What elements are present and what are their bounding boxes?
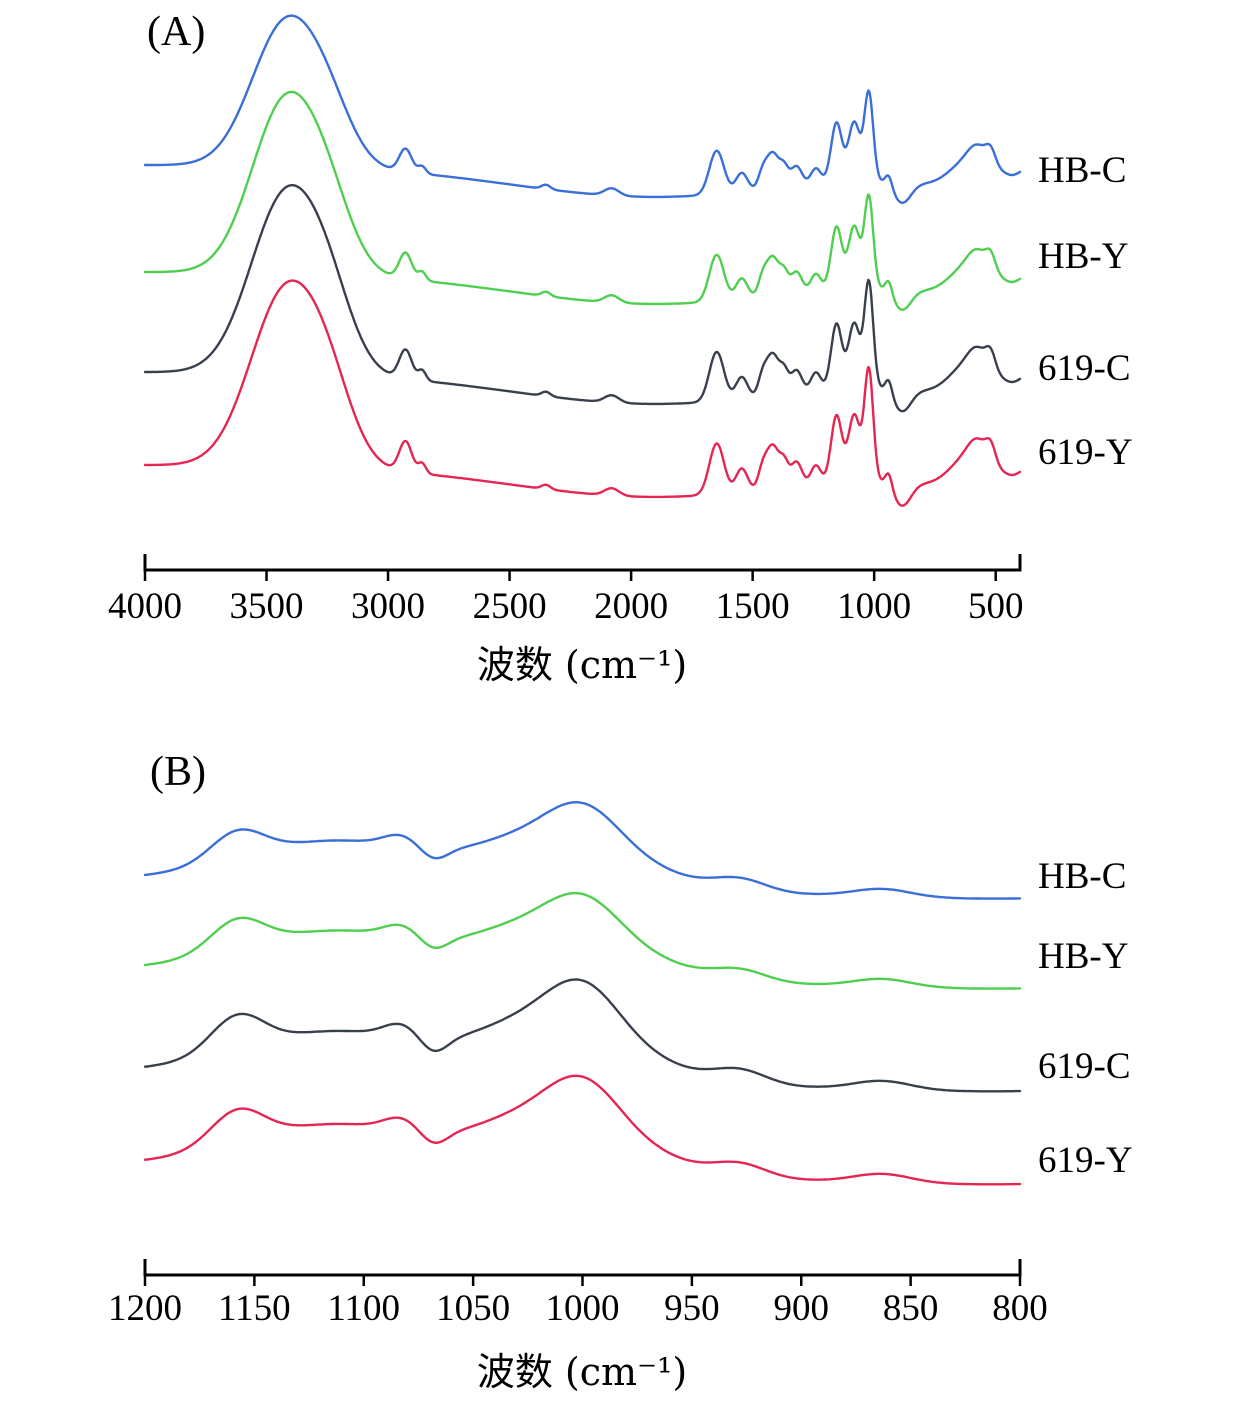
x-tick-label: 1150 <box>218 1288 291 1329</box>
x-tick-label: 3500 <box>230 586 304 627</box>
series-label-HB-Y: HB-Y <box>1038 236 1128 277</box>
panel-B-plot: 1200 1150 1100 1050 1000 950 900 850 800 HB-C HB-Y… <box>108 801 1133 1329</box>
x-tick-label: 900 <box>774 1288 830 1329</box>
static-labels: (A) 波数 (cm⁻¹) (B) 波数 (cm⁻¹) <box>147 9 687 1394</box>
x-tick-label: 2500 <box>473 586 547 627</box>
panel-a-xaxis-title: 波数 (cm⁻¹) <box>477 643 687 687</box>
x-tick-label: 1100 <box>327 1288 400 1329</box>
series-label-619-Y: 619-Y <box>1038 1140 1133 1181</box>
series-label-619-Y: 619-Y <box>1038 432 1133 473</box>
series-label-HB-C: HB-C <box>1038 150 1126 191</box>
spectrum-curve-619-Y <box>143 1074 1022 1186</box>
panel-A-plot: 4000 3500 3000 2500 2000 1500 1000 500 HB-C HB-Y 6… <box>108 14 1133 627</box>
x-axis <box>143 1259 1022 1277</box>
panel-a-letter: (A) <box>147 9 205 55</box>
plots: 4000 3500 3000 2500 2000 1500 1000 500 HB-C HB-Y 6… <box>108 14 1133 1329</box>
spectrum-curve-619-C <box>143 184 1022 413</box>
x-tick-label: 4000 <box>108 586 182 627</box>
spectrum-curve-HB-C <box>143 14 1022 204</box>
x-tick-label: 1000 <box>837 586 911 627</box>
x-tick-label: 1000 <box>546 1288 620 1329</box>
series-label-619-C: 619-C <box>1038 1046 1131 1087</box>
x-tick-label: 850 <box>883 1288 939 1329</box>
x-tick-label: 1200 <box>108 1288 182 1329</box>
x-tick-label: 500 <box>968 586 1024 627</box>
series-label-HB-Y: HB-Y <box>1038 936 1128 977</box>
x-tick-label: 1050 <box>436 1288 510 1329</box>
x-tick-label: 2000 <box>594 586 668 627</box>
panel-b-xaxis-title: 波数 (cm⁻¹) <box>477 1350 687 1394</box>
x-axis <box>143 554 1022 572</box>
spectrum-curve-HB-C <box>143 801 1022 900</box>
x-tick-label: 3000 <box>351 586 425 627</box>
panel-b-letter: (B) <box>150 749 206 795</box>
spectrum-curve-HB-Y <box>143 90 1022 311</box>
series-label-HB-C: HB-C <box>1038 856 1126 897</box>
series-label-619-C: 619-C <box>1038 348 1131 389</box>
x-tick-label: 800 <box>992 1288 1048 1329</box>
spectrum-curve-HB-Y <box>143 891 1022 990</box>
x-tick-label: 1500 <box>716 586 790 627</box>
spectrum-curve-619-Y <box>143 279 1022 507</box>
x-tick-label: 950 <box>664 1288 720 1329</box>
spectrum-curve-619-C <box>143 978 1022 1093</box>
